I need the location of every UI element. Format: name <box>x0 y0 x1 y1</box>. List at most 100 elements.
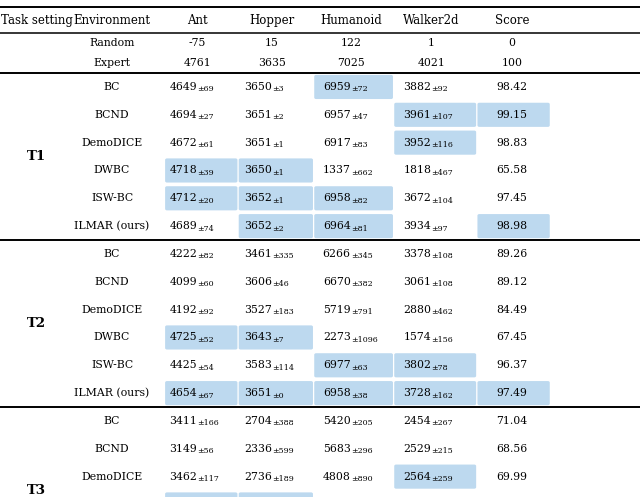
Text: T2: T2 <box>27 317 46 330</box>
Text: ±183: ±183 <box>272 308 294 316</box>
Text: 84.49: 84.49 <box>497 305 527 315</box>
Text: 6957: 6957 <box>323 110 351 120</box>
Text: DemoDICE: DemoDICE <box>81 472 143 482</box>
Text: 4689: 4689 <box>170 221 197 231</box>
Text: 4021: 4021 <box>417 58 445 68</box>
Text: Environment: Environment <box>74 14 150 27</box>
Text: 4808: 4808 <box>323 472 351 482</box>
Text: 4222: 4222 <box>169 249 197 259</box>
Text: ±39: ±39 <box>197 169 214 177</box>
Text: ±63: ±63 <box>351 364 367 372</box>
Text: 5683: 5683 <box>323 444 351 454</box>
Text: 4725: 4725 <box>170 332 197 342</box>
Text: ILMAR (ours): ILMAR (ours) <box>74 221 150 231</box>
Text: 4694: 4694 <box>170 110 197 120</box>
Text: 3728: 3728 <box>403 388 431 398</box>
FancyBboxPatch shape <box>314 353 393 377</box>
Text: ±189: ±189 <box>272 475 294 483</box>
Text: 3802: 3802 <box>403 360 431 370</box>
Text: ±117: ±117 <box>197 475 219 483</box>
FancyBboxPatch shape <box>165 159 237 182</box>
Text: 0: 0 <box>509 38 515 48</box>
Text: 7025: 7025 <box>337 58 365 68</box>
Text: 69.99: 69.99 <box>497 472 527 482</box>
Text: ±890: ±890 <box>351 475 372 483</box>
FancyBboxPatch shape <box>239 493 313 497</box>
FancyBboxPatch shape <box>314 381 393 405</box>
Text: ±52: ±52 <box>197 336 214 344</box>
Text: Expert: Expert <box>93 58 131 68</box>
FancyBboxPatch shape <box>239 381 313 405</box>
Text: 3635: 3635 <box>258 58 286 68</box>
Text: 6958: 6958 <box>323 388 351 398</box>
Text: ±82: ±82 <box>197 252 214 260</box>
Text: Hopper: Hopper <box>250 14 294 27</box>
Text: 68.56: 68.56 <box>497 444 527 454</box>
Text: 4718: 4718 <box>170 166 197 175</box>
Text: 5420: 5420 <box>323 416 351 426</box>
FancyBboxPatch shape <box>165 326 237 349</box>
Text: 98.83: 98.83 <box>497 138 527 148</box>
Text: -75: -75 <box>188 38 206 48</box>
Text: ±38: ±38 <box>351 392 367 400</box>
Text: ±1: ±1 <box>272 141 284 149</box>
Text: DemoDICE: DemoDICE <box>81 138 143 148</box>
Text: ±78: ±78 <box>431 364 448 372</box>
Text: ±72: ±72 <box>351 85 367 93</box>
Text: 67.45: 67.45 <box>497 332 527 342</box>
Text: 1: 1 <box>428 38 435 48</box>
Text: ±108: ±108 <box>431 252 453 260</box>
Text: 97.45: 97.45 <box>497 193 527 203</box>
Text: 3650: 3650 <box>244 82 272 92</box>
Text: 3651: 3651 <box>244 110 272 120</box>
Text: 2529: 2529 <box>404 444 431 454</box>
Text: ±296: ±296 <box>351 447 372 455</box>
FancyBboxPatch shape <box>394 381 476 405</box>
Text: 1818: 1818 <box>403 166 431 175</box>
Text: ±1: ±1 <box>272 169 284 177</box>
Text: ±462: ±462 <box>431 308 453 316</box>
Text: BCND: BCND <box>95 444 129 454</box>
Text: ±92: ±92 <box>431 85 448 93</box>
Text: ±60: ±60 <box>197 280 214 288</box>
Text: ±345: ±345 <box>351 252 372 260</box>
Text: 1574: 1574 <box>404 332 431 342</box>
FancyBboxPatch shape <box>239 214 313 238</box>
FancyBboxPatch shape <box>477 103 550 127</box>
Text: 6959: 6959 <box>323 82 351 92</box>
Text: 4425: 4425 <box>170 360 197 370</box>
Text: ±67: ±67 <box>197 392 214 400</box>
Text: 96.37: 96.37 <box>497 360 527 370</box>
FancyBboxPatch shape <box>477 214 550 238</box>
Text: 98.42: 98.42 <box>497 82 527 92</box>
Text: 99.15: 99.15 <box>497 110 527 120</box>
Text: ±662: ±662 <box>351 169 372 177</box>
Text: 4654: 4654 <box>170 388 197 398</box>
Text: 6964: 6964 <box>323 221 351 231</box>
Text: 6266: 6266 <box>323 249 351 259</box>
Text: ISW-BC: ISW-BC <box>91 360 133 370</box>
Text: ±0: ±0 <box>272 392 284 400</box>
Text: ±116: ±116 <box>431 141 453 149</box>
Text: 3411: 3411 <box>169 416 197 426</box>
Text: 98.98: 98.98 <box>497 221 527 231</box>
Text: 15: 15 <box>265 38 279 48</box>
Text: ±267: ±267 <box>431 419 453 427</box>
Text: ±27: ±27 <box>197 113 214 121</box>
FancyBboxPatch shape <box>239 186 313 210</box>
Text: 65.58: 65.58 <box>497 166 527 175</box>
Text: 2704: 2704 <box>244 416 272 426</box>
Text: Ant: Ant <box>187 14 207 27</box>
Text: 3652: 3652 <box>244 221 272 231</box>
Text: ±335: ±335 <box>272 252 294 260</box>
Text: 3149: 3149 <box>170 444 197 454</box>
Text: 3961: 3961 <box>403 110 431 120</box>
Text: 3672: 3672 <box>403 193 431 203</box>
Text: 4099: 4099 <box>170 277 197 287</box>
Text: 2454: 2454 <box>404 416 431 426</box>
Text: 6958: 6958 <box>323 193 351 203</box>
Text: ±114: ±114 <box>272 364 294 372</box>
Text: 3952: 3952 <box>404 138 431 148</box>
Text: 3378: 3378 <box>403 249 431 259</box>
Text: 3583: 3583 <box>244 360 272 370</box>
